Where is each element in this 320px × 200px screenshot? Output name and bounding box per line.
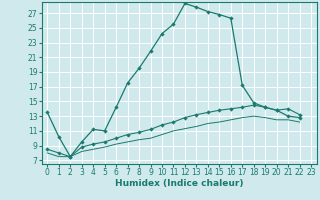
- X-axis label: Humidex (Indice chaleur): Humidex (Indice chaleur): [115, 179, 244, 188]
